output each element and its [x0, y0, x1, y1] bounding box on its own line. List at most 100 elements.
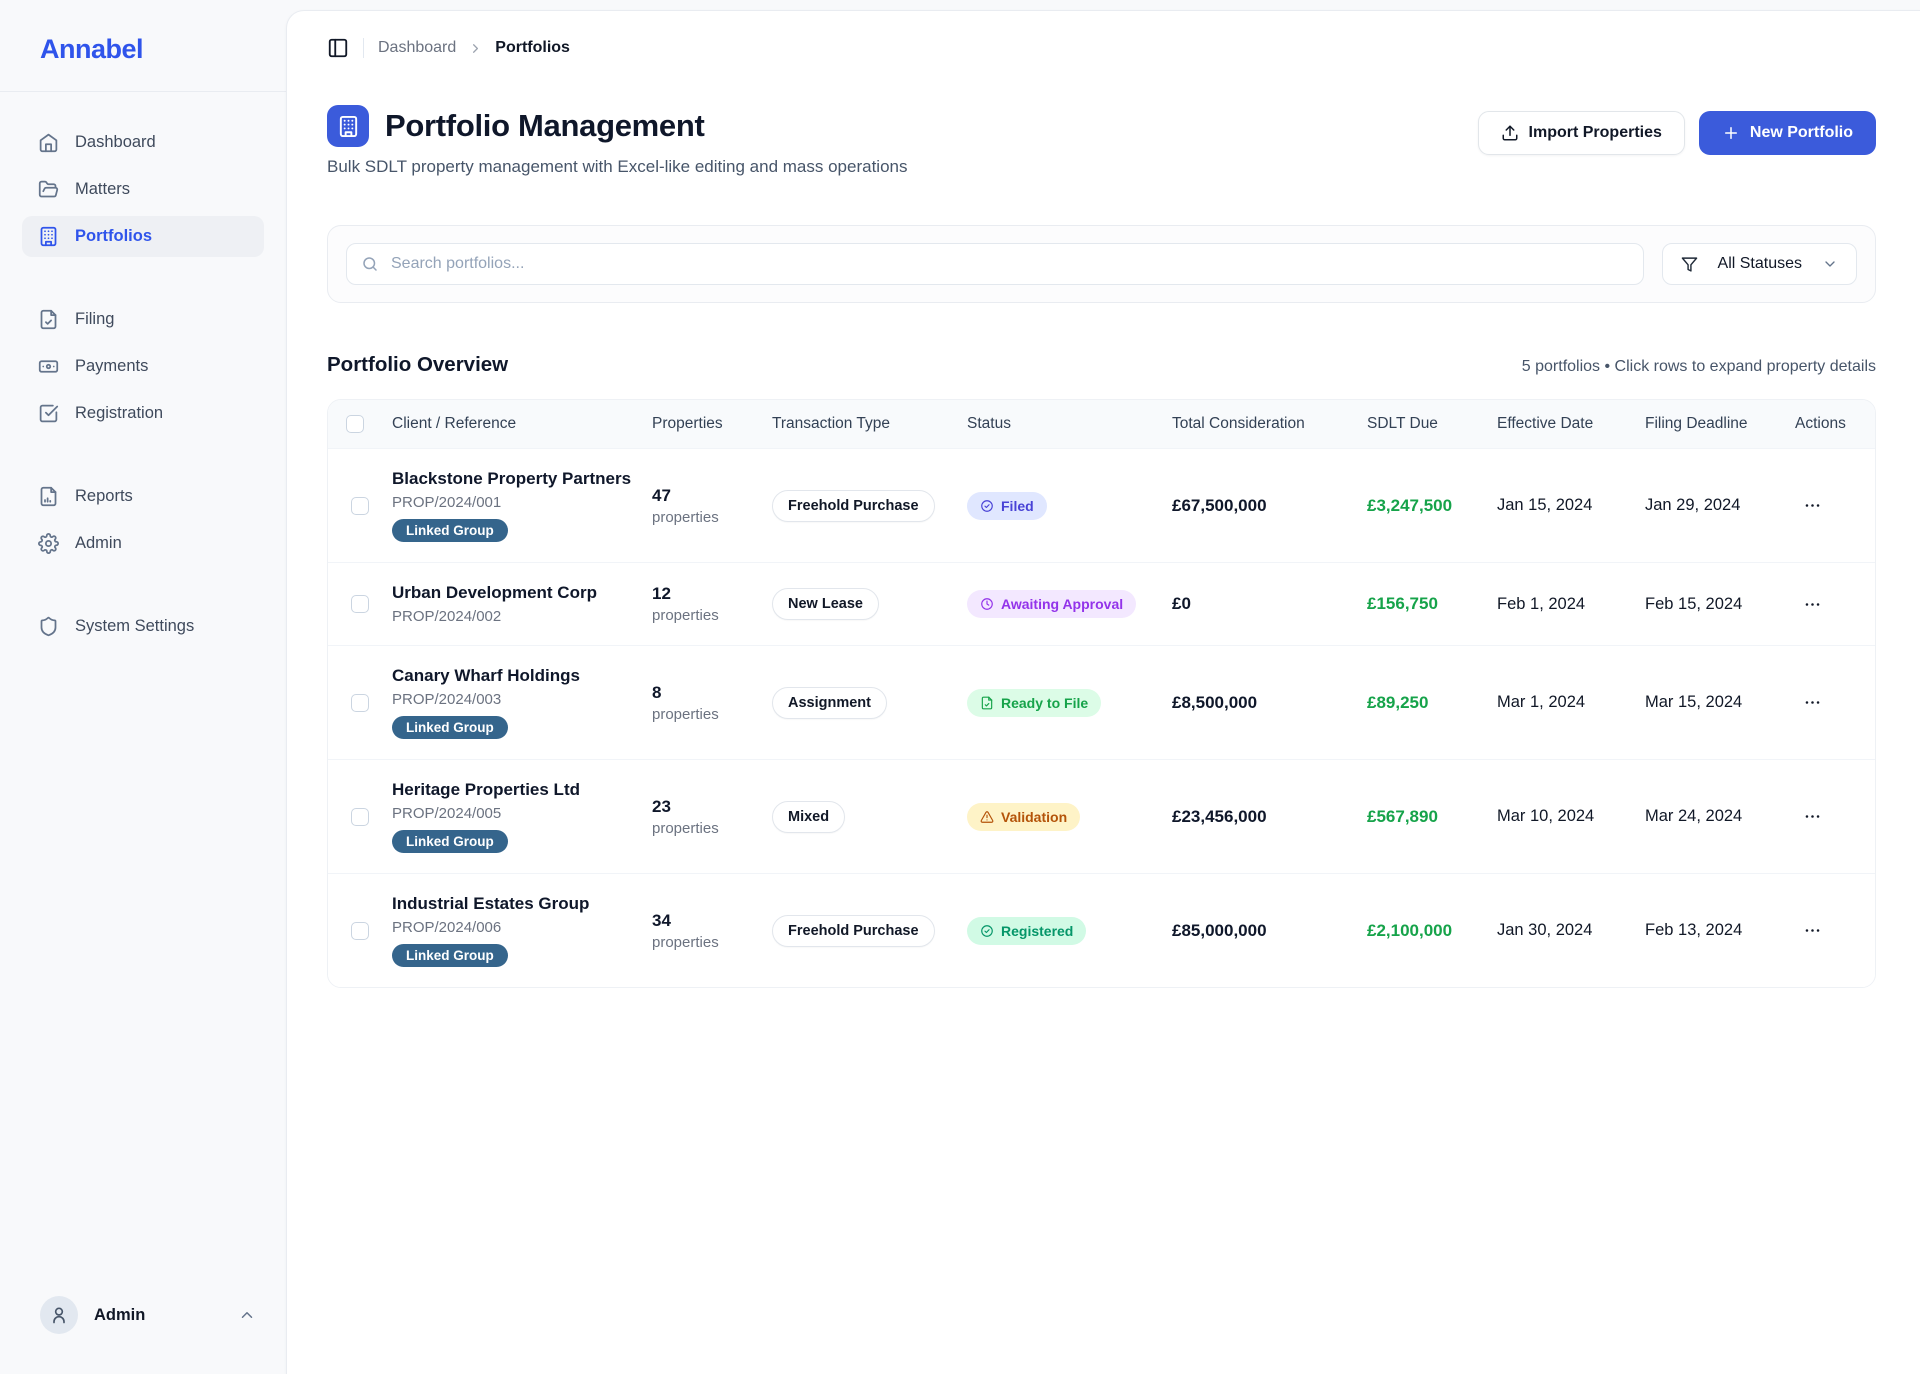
client-name: Canary Wharf Holdings	[392, 666, 580, 685]
check-circle-icon	[981, 924, 993, 937]
clock-icon	[981, 598, 993, 610]
status-label: Awaiting Approval	[1001, 596, 1124, 612]
filing-deadline: Feb 13, 2024	[1645, 921, 1743, 939]
import-properties-button[interactable]: Import Properties	[1477, 111, 1685, 155]
status-filter-dropdown[interactable]: All Statuses	[1661, 243, 1857, 285]
row-checkbox[interactable]	[351, 693, 369, 712]
status-badge: Filed	[967, 491, 1047, 520]
nav-group-main: Dashboard Matters Portfolios	[22, 122, 264, 257]
row-checkbox[interactable]	[351, 807, 369, 826]
search-box	[346, 243, 1644, 285]
brand-logo: Annabel	[40, 34, 144, 64]
sidebar-item-portfolios[interactable]: Portfolios	[22, 216, 264, 257]
row-checkbox[interactable]	[351, 921, 369, 940]
sidebar-nav: Dashboard Matters Portfolios Filing Paym…	[0, 92, 286, 689]
table-row[interactable]: Blackstone Property Partners PROP/2024/0…	[328, 448, 1875, 562]
sidebar-item-admin[interactable]: Admin	[22, 523, 264, 564]
sidebar-item-label: Portfolios	[75, 227, 152, 245]
title-block: Portfolio Management Bulk SDLT property …	[327, 105, 908, 177]
properties-label: properties	[652, 607, 719, 624]
column-header-properties: Properties	[652, 415, 723, 432]
total-consideration: £85,000,000	[1172, 920, 1267, 940]
sidebar-item-dashboard[interactable]: Dashboard	[22, 122, 264, 163]
filing-deadline: Mar 24, 2024	[1645, 807, 1743, 825]
row-actions-button[interactable]	[1795, 686, 1829, 720]
table-row[interactable]: Industrial Estates Group PROP/2024/006 L…	[328, 873, 1875, 987]
linked-group-badge: Linked Group	[392, 716, 508, 739]
row-actions-button[interactable]	[1795, 800, 1829, 834]
overview-title: Portfolio Overview	[327, 353, 509, 376]
total-consideration: £67,500,000	[1172, 495, 1267, 515]
home-icon	[39, 133, 58, 153]
main-content: Dashboard Portfolios Portfolio Managemen…	[286, 10, 1920, 1374]
portfolio-tile	[327, 105, 369, 147]
sidebar-item-matters[interactable]: Matters	[22, 169, 264, 210]
effective-date: Jan 30, 2024	[1497, 921, 1593, 939]
client-reference: PROP/2024/002	[392, 608, 502, 625]
file-check-icon	[981, 696, 993, 709]
column-header-filing-deadline: Filing Deadline	[1645, 415, 1748, 432]
sidebar-item-label: Filing	[75, 310, 115, 328]
table-row[interactable]: Heritage Properties Ltd PROP/2024/005 Li…	[328, 759, 1875, 873]
sidebar-item-payments[interactable]: Payments	[22, 346, 264, 387]
nav-group-operations: Filing Payments Registration	[22, 299, 264, 434]
header-actions: Import Properties New Portfolio	[1477, 111, 1876, 155]
sidebar-toggle-icon[interactable]	[327, 37, 349, 59]
properties-count: 23	[652, 796, 671, 816]
row-actions-button[interactable]	[1795, 489, 1829, 523]
sidebar-item-system-settings[interactable]: System Settings	[22, 606, 264, 647]
column-header-status: Status	[967, 415, 1011, 432]
table-row[interactable]: Canary Wharf Holdings PROP/2024/003 Link…	[328, 645, 1875, 759]
effective-date: Mar 1, 2024	[1497, 693, 1586, 711]
row-checkbox[interactable]	[351, 496, 369, 515]
sidebar-item-reports[interactable]: Reports	[22, 476, 264, 517]
banknote-icon	[38, 360, 59, 373]
client-reference: PROP/2024/005	[392, 805, 502, 822]
ellipsis-icon	[1805, 701, 1819, 704]
alert-triangle-icon	[980, 810, 994, 823]
new-portfolio-button[interactable]: New Portfolio	[1698, 111, 1876, 155]
filing-deadline: Jan 29, 2024	[1645, 496, 1741, 514]
page-header: Portfolio Management Bulk SDLT property …	[327, 105, 1876, 177]
import-properties-label: Import Properties	[1528, 124, 1662, 141]
sdlt-due: £156,750	[1367, 594, 1438, 613]
search-input[interactable]	[391, 255, 1629, 273]
client-reference: PROP/2024/001	[392, 494, 502, 511]
table-row[interactable]: Urban Development Corp PROP/2024/002 12 …	[328, 562, 1875, 645]
file-chart-icon	[40, 486, 57, 507]
row-checkbox[interactable]	[351, 595, 369, 613]
effective-date: Feb 1, 2024	[1497, 594, 1586, 613]
sidebar-item-filing[interactable]: Filing	[22, 299, 264, 340]
select-all-checkbox[interactable]	[346, 415, 364, 433]
sidebar-divider	[0, 91, 286, 92]
status-badge: Validation	[967, 802, 1081, 831]
properties-label: properties	[652, 705, 719, 723]
table-header-row: Client / Reference Properties Transactio…	[328, 400, 1875, 448]
properties-label: properties	[652, 933, 719, 951]
chevron-up-icon[interactable]	[238, 1306, 256, 1324]
row-actions-button[interactable]	[1795, 914, 1829, 948]
sidebar-user[interactable]: Admin	[0, 1284, 286, 1346]
sidebar-item-label: System Settings	[75, 617, 195, 635]
column-header-actions: Actions	[1795, 415, 1846, 432]
user-icon	[53, 1307, 65, 1324]
sidebar-item-label: Payments	[75, 357, 149, 375]
filing-deadline: Feb 15, 2024	[1645, 594, 1743, 613]
breadcrumb: Dashboard Portfolios	[378, 39, 570, 57]
column-header-total-consideration: Total Consideration	[1172, 415, 1305, 432]
breadcrumb-dashboard[interactable]: Dashboard	[378, 39, 457, 56]
sidebar-item-label: Dashboard	[75, 133, 156, 151]
status-filter-label: All Statuses	[1717, 255, 1802, 272]
user-name: Admin	[94, 1305, 146, 1324]
sidebar-item-label: Matters	[75, 180, 131, 198]
linked-group-badge: Linked Group	[392, 830, 508, 853]
properties-label: properties	[652, 819, 719, 837]
total-consideration: £23,456,000	[1172, 806, 1267, 826]
column-header-effective-date: Effective Date	[1497, 415, 1594, 432]
column-header-transaction-type: Transaction Type	[772, 415, 891, 432]
topbar: Dashboard Portfolios	[327, 11, 1876, 59]
ellipsis-icon	[1805, 602, 1819, 606]
total-consideration: £8,500,000	[1172, 692, 1258, 712]
sidebar-item-registration[interactable]: Registration	[22, 393, 264, 434]
row-actions-button[interactable]	[1795, 587, 1829, 621]
